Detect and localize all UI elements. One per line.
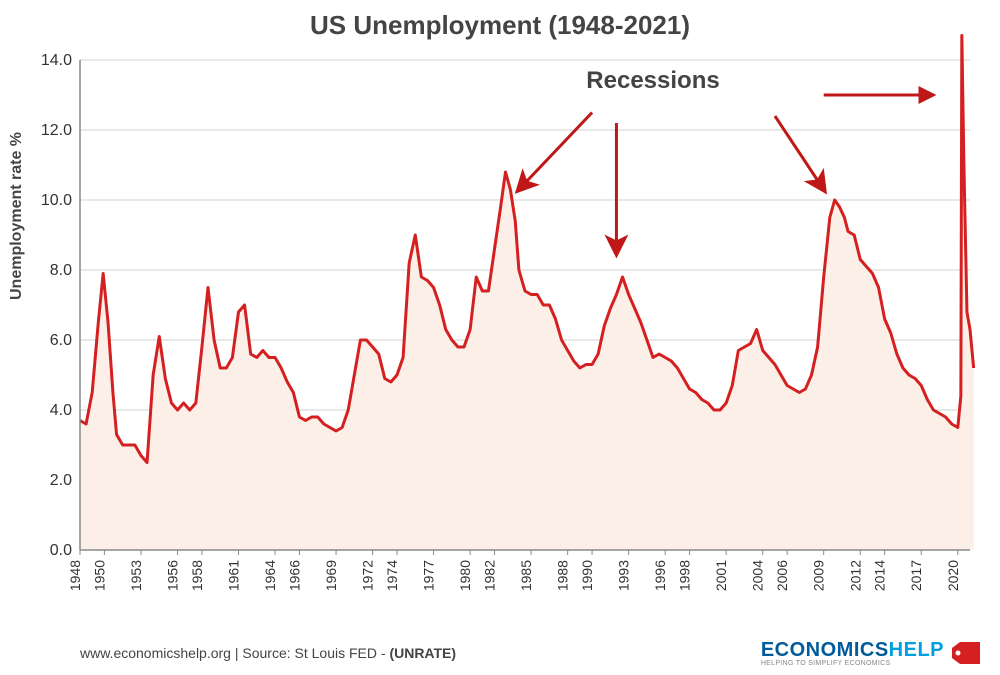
- svg-text:6.0: 6.0: [50, 332, 72, 349]
- svg-text:10.0: 10.0: [41, 192, 72, 209]
- logo-main: ECONOMICS: [761, 639, 889, 661]
- brand-logo: ECONOMICSHELP HELPING TO SIMPLIFY ECONOM…: [761, 639, 980, 667]
- svg-text:1969: 1969: [323, 560, 339, 591]
- chart-svg: 0.02.04.06.08.010.012.014.01948195019531…: [80, 50, 980, 595]
- svg-text:1966: 1966: [286, 560, 302, 591]
- svg-text:0.0: 0.0: [50, 542, 72, 559]
- svg-text:1972: 1972: [360, 560, 376, 591]
- svg-text:1993: 1993: [616, 560, 632, 591]
- y-axis-label: Unemployment rate %: [8, 132, 26, 300]
- svg-text:2020: 2020: [945, 560, 961, 591]
- svg-text:2004: 2004: [750, 560, 766, 591]
- svg-text:1956: 1956: [165, 560, 181, 591]
- svg-text:2014: 2014: [872, 560, 888, 591]
- svg-text:1990: 1990: [579, 560, 595, 591]
- svg-text:1950: 1950: [91, 560, 107, 591]
- svg-text:8.0: 8.0: [50, 262, 72, 279]
- svg-text:1988: 1988: [555, 560, 571, 591]
- price-tag-icon: [950, 642, 980, 664]
- svg-text:1985: 1985: [518, 560, 534, 591]
- svg-text:1980: 1980: [457, 560, 473, 591]
- logo-help: HELP: [889, 639, 944, 661]
- svg-text:1953: 1953: [128, 560, 144, 591]
- svg-text:2.0: 2.0: [50, 472, 72, 489]
- svg-text:1998: 1998: [677, 560, 693, 591]
- svg-text:1958: 1958: [189, 560, 205, 591]
- source-bold: (UNRATE): [389, 645, 456, 661]
- source-prefix: www.economicshelp.org | Source: St Louis…: [80, 645, 389, 661]
- svg-text:1982: 1982: [482, 560, 498, 591]
- chart-title: US Unemployment (1948-2021): [0, 10, 1000, 41]
- logo-text-block: ECONOMICSHELP HELPING TO SIMPLIFY ECONOM…: [761, 639, 944, 667]
- plot-area: 0.02.04.06.08.010.012.014.01948195019531…: [80, 50, 980, 595]
- svg-text:Recessions: Recessions: [586, 67, 719, 94]
- svg-text:12.0: 12.0: [41, 122, 72, 139]
- svg-text:1964: 1964: [262, 560, 278, 591]
- svg-text:1974: 1974: [384, 560, 400, 591]
- svg-text:14.0: 14.0: [41, 52, 72, 69]
- svg-text:1996: 1996: [652, 560, 668, 591]
- svg-text:2009: 2009: [811, 560, 827, 591]
- svg-text:2001: 2001: [713, 560, 729, 591]
- chart-container: US Unemployment (1948-2021) Unemployment…: [0, 0, 1000, 675]
- svg-text:4.0: 4.0: [50, 402, 72, 419]
- svg-text:2012: 2012: [847, 560, 863, 591]
- chart-footer: www.economicshelp.org | Source: St Louis…: [80, 639, 980, 667]
- svg-text:1977: 1977: [421, 560, 437, 591]
- svg-text:2006: 2006: [774, 560, 790, 591]
- svg-text:1961: 1961: [225, 560, 241, 591]
- source-text: www.economicshelp.org | Source: St Louis…: [80, 645, 456, 661]
- svg-text:1948: 1948: [67, 560, 83, 591]
- svg-text:2017: 2017: [908, 560, 924, 591]
